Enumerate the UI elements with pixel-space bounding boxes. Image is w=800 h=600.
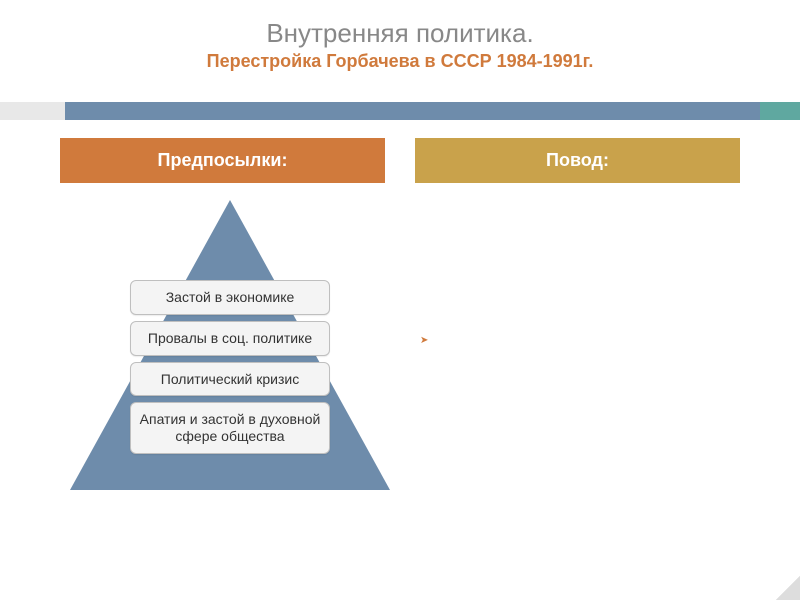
title-block: Внутренняя политика. Перестройка Горбаче… bbox=[0, 0, 800, 72]
column-right: Повод: bbox=[415, 138, 740, 183]
pyramid: Застой в экономике Провалы в соц. полити… bbox=[60, 200, 400, 500]
bullet-mark-icon: ➤ bbox=[420, 335, 428, 346]
header-prerequisites: Предпосылки: bbox=[60, 138, 385, 183]
pyramid-item: Провалы в соц. политике bbox=[130, 321, 330, 356]
slide-subtitle: Перестройка Горбачева в СССР 1984-1991г. bbox=[0, 51, 800, 72]
divider-segment-teal bbox=[760, 102, 800, 120]
slide-title: Внутренняя политика. bbox=[0, 18, 800, 49]
column-left: Предпосылки: bbox=[60, 138, 385, 183]
pyramid-item: Застой в экономике bbox=[130, 280, 330, 315]
slide: Внутренняя политика. Перестройка Горбаче… bbox=[0, 0, 800, 600]
header-reason: Повод: bbox=[415, 138, 740, 183]
divider-segment-gray bbox=[0, 102, 65, 120]
page-curl-icon bbox=[776, 576, 800, 600]
pyramid-item: Политический кризис bbox=[130, 362, 330, 397]
pyramid-item: Апатия и застой в духовной сфере обществ… bbox=[130, 402, 330, 454]
divider-segment-blue bbox=[65, 102, 760, 120]
divider-bar bbox=[0, 102, 800, 120]
pyramid-items: Застой в экономике Провалы в соц. полити… bbox=[130, 280, 330, 454]
columns: Предпосылки: Повод: bbox=[60, 138, 740, 183]
